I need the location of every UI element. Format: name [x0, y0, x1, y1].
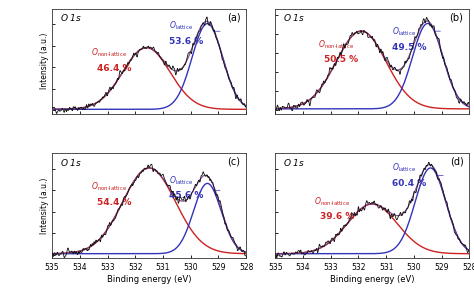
Text: (c): (c)	[228, 157, 240, 166]
Text: 50.5 %: 50.5 %	[324, 56, 358, 64]
Text: 49.5 %: 49.5 %	[392, 43, 426, 52]
Text: $O$ 1$s$: $O$ 1$s$	[60, 12, 82, 23]
Text: 46.4 %: 46.4 %	[97, 64, 131, 73]
Text: (a): (a)	[227, 12, 240, 22]
Text: $O_{\rm lattice}$: $O_{\rm lattice}$	[392, 162, 416, 174]
Text: 39.6 %: 39.6 %	[320, 212, 354, 221]
Text: 53.6 %: 53.6 %	[169, 37, 203, 46]
Y-axis label: Intensity (a.u.): Intensity (a.u.)	[40, 178, 49, 234]
Text: $O_{\rm lattice}$: $O_{\rm lattice}$	[169, 20, 193, 32]
X-axis label: Binding energy (eV): Binding energy (eV)	[107, 274, 191, 284]
Text: $O$ 1$s$: $O$ 1$s$	[60, 157, 82, 167]
Text: $O_{\rm non\text{-}lattice}$: $O_{\rm non\text{-}lattice}$	[91, 181, 127, 193]
Text: $O$ 1$s$: $O$ 1$s$	[283, 12, 305, 23]
Text: $O_{\rm lattice}$: $O_{\rm lattice}$	[392, 26, 416, 38]
Text: 60.4 %: 60.4 %	[392, 179, 426, 188]
Text: 45.6 %: 45.6 %	[169, 191, 203, 200]
X-axis label: Binding energy (eV): Binding energy (eV)	[330, 274, 414, 284]
Text: $O_{\rm non\text{-}lattice}$: $O_{\rm non\text{-}lattice}$	[314, 195, 350, 208]
Text: $O_{\rm non\text{-}lattice}$: $O_{\rm non\text{-}lattice}$	[91, 47, 127, 59]
Text: 54.4 %: 54.4 %	[97, 198, 131, 207]
Text: (b): (b)	[449, 12, 464, 22]
Text: $O_{\rm non\text{-}lattice}$: $O_{\rm non\text{-}lattice}$	[318, 38, 354, 51]
Text: $O$ 1$s$: $O$ 1$s$	[283, 157, 305, 167]
Y-axis label: Intensity (a.u.): Intensity (a.u.)	[40, 33, 49, 89]
Text: $O_{\rm lattice}$: $O_{\rm lattice}$	[169, 174, 193, 187]
Text: (d): (d)	[450, 157, 464, 166]
